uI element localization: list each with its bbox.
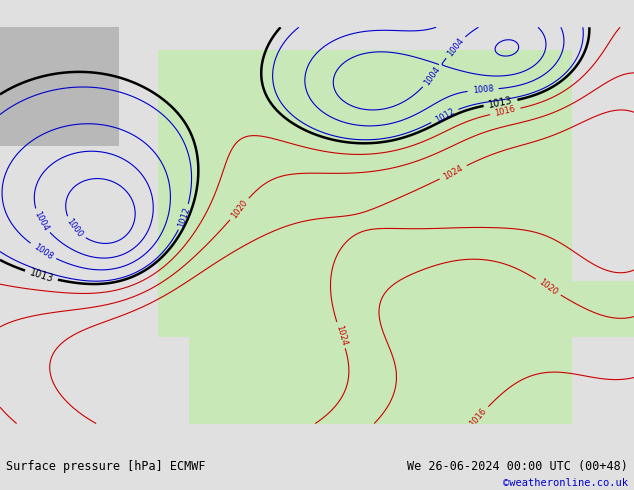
Text: We 26-06-2024 00:00 UTC (00+48): We 26-06-2024 00:00 UTC (00+48) bbox=[407, 460, 628, 473]
Text: 1020: 1020 bbox=[230, 198, 249, 220]
Text: 1012: 1012 bbox=[176, 206, 191, 228]
Text: ©weatheronline.co.uk: ©weatheronline.co.uk bbox=[503, 478, 628, 488]
Text: 1013: 1013 bbox=[488, 96, 514, 110]
Text: 1016: 1016 bbox=[468, 406, 489, 428]
Text: 1004: 1004 bbox=[422, 65, 442, 87]
Text: 1016: 1016 bbox=[494, 104, 517, 118]
Text: 1008: 1008 bbox=[472, 84, 494, 95]
Text: 1024: 1024 bbox=[334, 324, 348, 346]
Text: 1013: 1013 bbox=[28, 267, 55, 284]
Text: 1012: 1012 bbox=[433, 107, 456, 125]
Text: 1020: 1020 bbox=[537, 277, 559, 297]
Text: 1008: 1008 bbox=[32, 242, 54, 261]
Text: 1004: 1004 bbox=[32, 210, 50, 232]
Text: 1000: 1000 bbox=[65, 217, 84, 240]
Text: Surface pressure [hPa] ECMWF: Surface pressure [hPa] ECMWF bbox=[6, 460, 206, 473]
Text: 1024: 1024 bbox=[442, 163, 465, 181]
Text: 1004: 1004 bbox=[445, 36, 465, 58]
